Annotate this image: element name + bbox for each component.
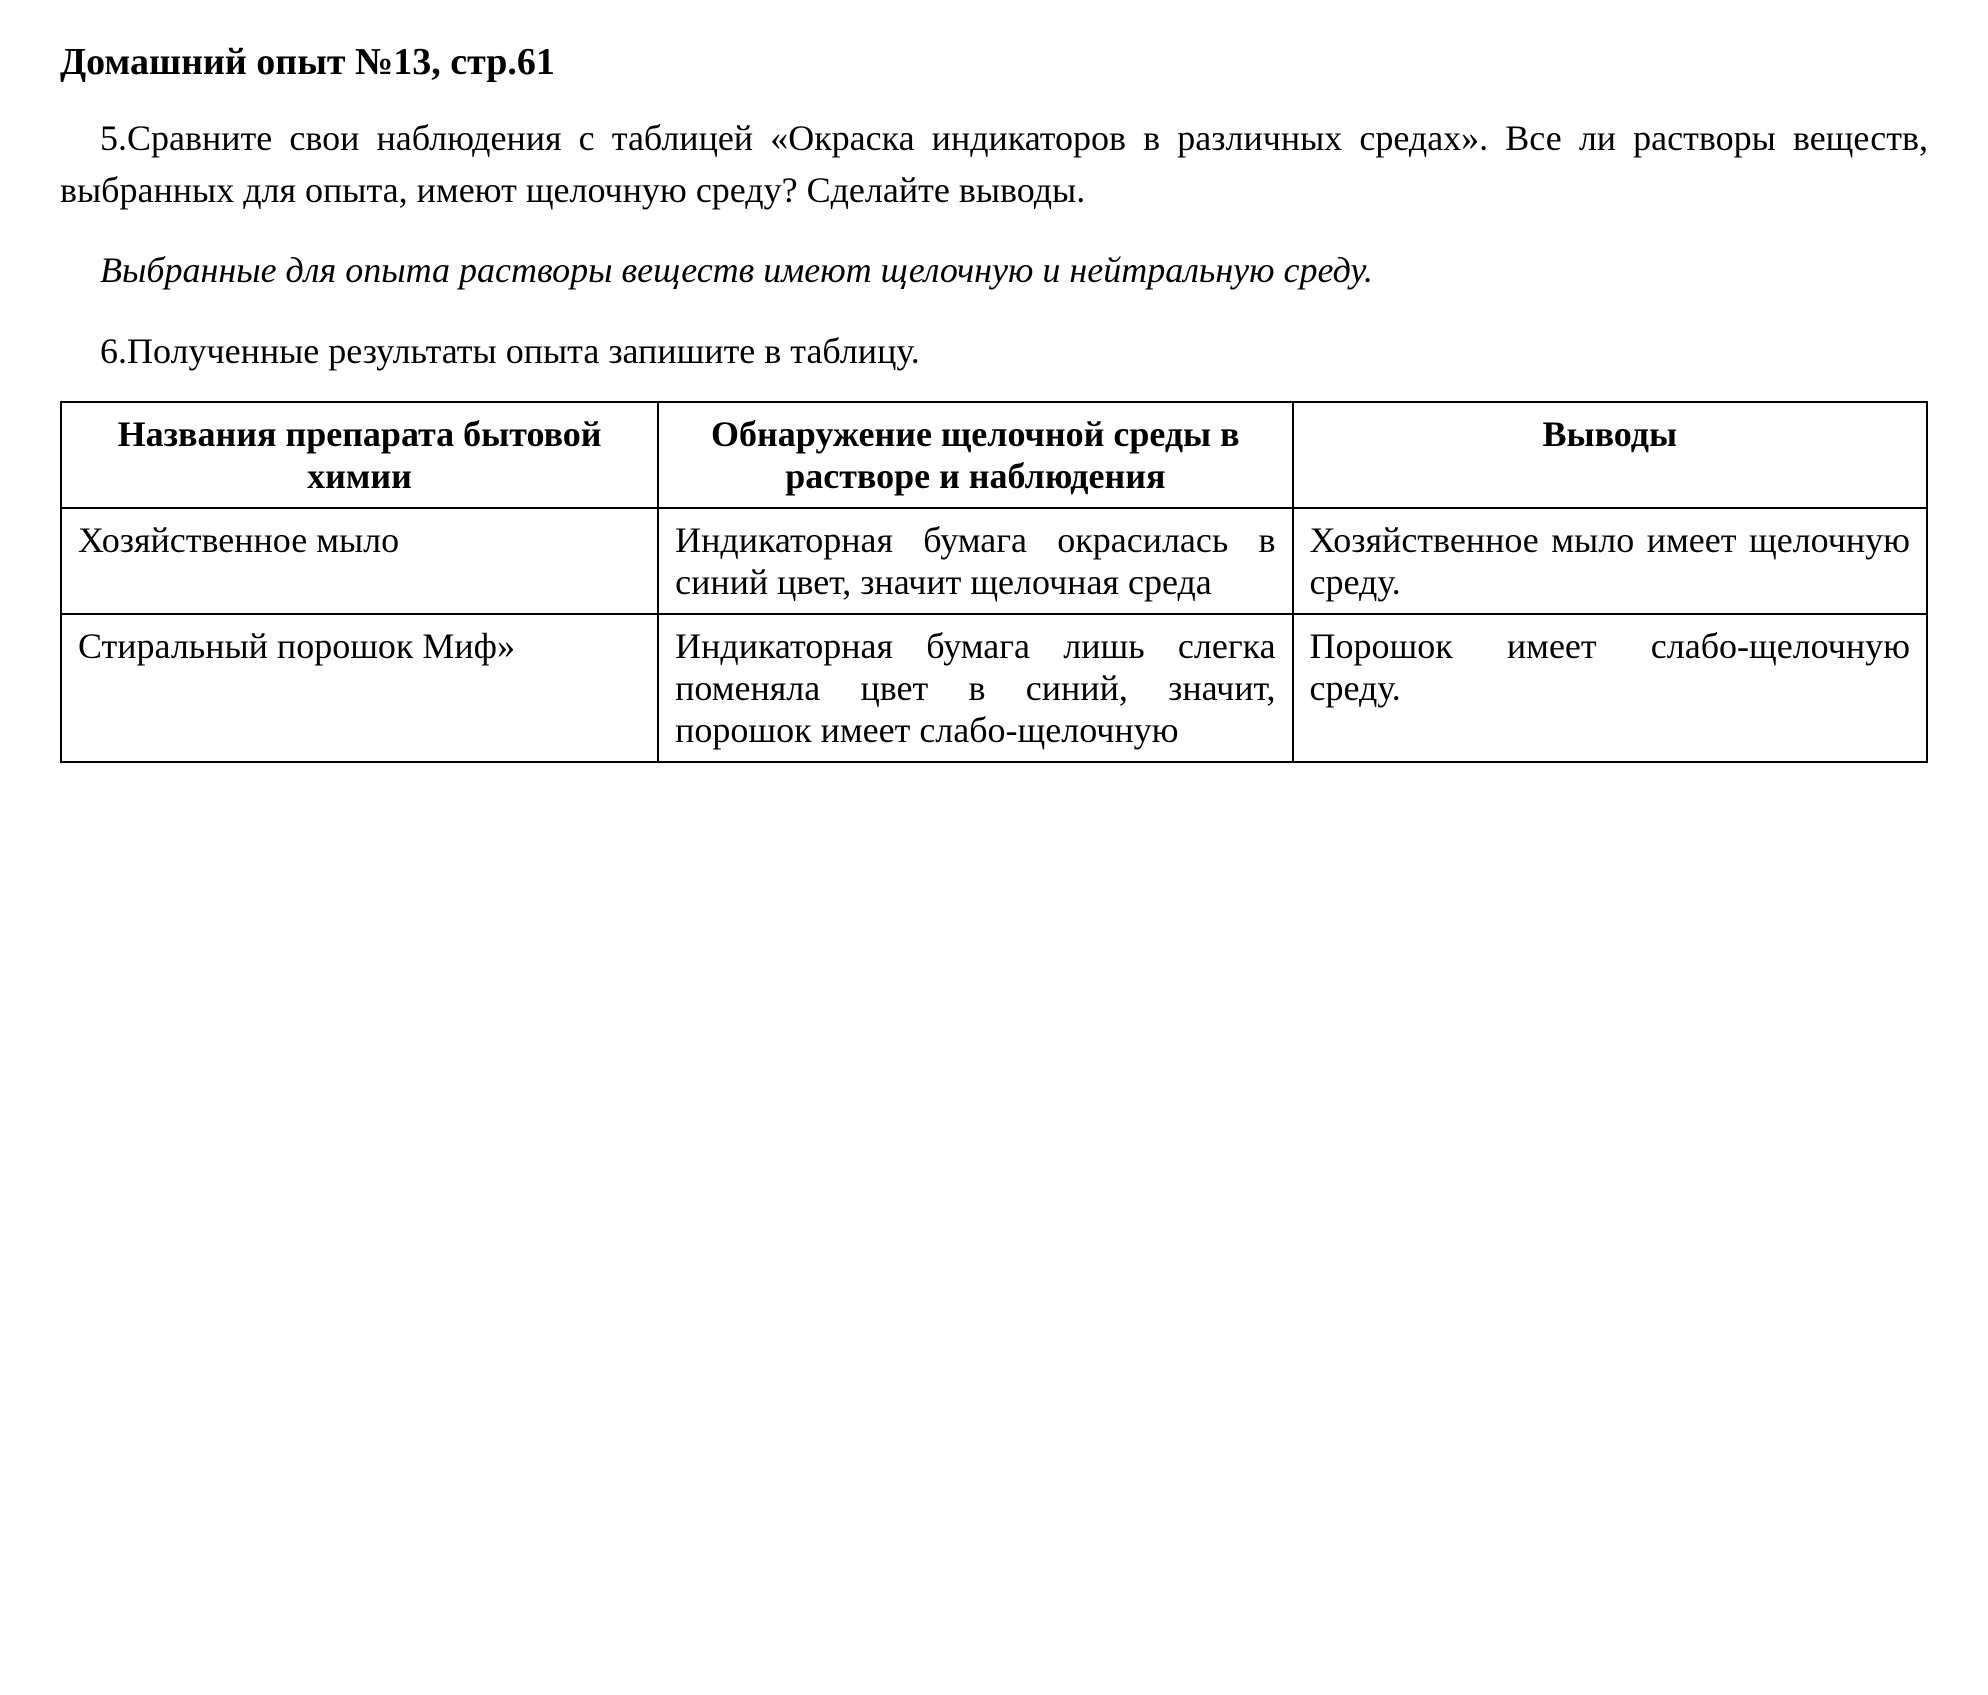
table-header-row: Названия препарата бытовой химии Обнаруж… <box>61 402 1927 508</box>
cell-observation: Индикаторная бумага лишь слегка поменяла… <box>658 614 1292 762</box>
cell-name: Стиральный порошок Миф» <box>61 614 658 762</box>
cell-name: Хозяйственное мыло <box>61 508 658 614</box>
cell-conclusion: Хозяйственное мыло имеет щелочную среду. <box>1293 508 1927 614</box>
header-name: Названия препарата бытовой химии <box>61 402 658 508</box>
cell-observation: Индикаторная бумага окрасилась в синий ц… <box>658 508 1292 614</box>
paragraph-6: 6.Полученные результаты опыта запишите в… <box>60 325 1928 377</box>
table-row: Хозяйственное мыло Индикаторная бумага о… <box>61 508 1927 614</box>
header-conclusion: Выводы <box>1293 402 1927 508</box>
results-table: Названия препарата бытовой химии Обнаруж… <box>60 401 1928 763</box>
paragraph-5: 5.Сравните свои наблюдения с таблицей «О… <box>60 112 1928 216</box>
cell-conclusion: Порошок имеет слабо-щелочную среду. <box>1293 614 1927 762</box>
italic-conclusion: Выбранные для опыта растворы веществ име… <box>60 244 1928 296</box>
table-row: Стиральный порошок Миф» Индикаторная бум… <box>61 614 1927 762</box>
header-observation: Обнаружение щелочной среды в растворе и … <box>658 402 1292 508</box>
experiment-title: Домашний опыт №13, стр.61 <box>60 40 1928 84</box>
